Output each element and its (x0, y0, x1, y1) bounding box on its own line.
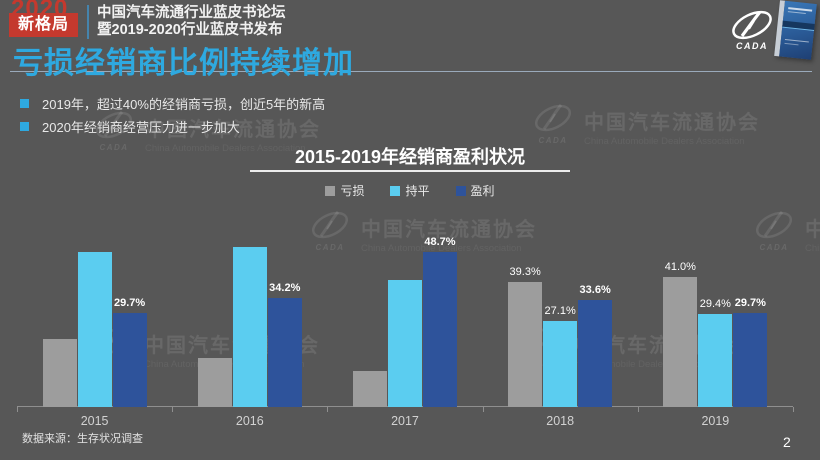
axis-tick (17, 407, 18, 412)
bluebook-cover-image (774, 0, 817, 60)
chart-title: 2015-2019年经销商盈利状况 (294, 147, 526, 167)
bar-value-label: 29.7% (734, 296, 766, 309)
bullet-square-icon (20, 98, 29, 108)
bar-column: 29.7% (112, 192, 147, 407)
x-axis-label-2015: 2015 (80, 414, 109, 428)
bar-value-label: 39.3% (509, 266, 541, 278)
axis-tick (482, 407, 484, 412)
legend-swatch-icon (455, 185, 466, 196)
forum-title: 中国汽车流通行业蓝皮书论坛 暨2019-2020行业蓝皮书发布 (97, 5, 286, 39)
bar-column: 29.7% (733, 192, 768, 407)
x-axis-label-2016: 2016 (235, 414, 264, 428)
forum-title-line1: 中国汽车流通行业蓝皮书论坛 (97, 5, 286, 21)
bar-column: 39.3% (508, 192, 543, 407)
x-axis-label-2018: 2018 (546, 414, 575, 428)
bar-group-2015: 29.7% 2015 (17, 192, 172, 428)
page-number: 2 (783, 434, 791, 450)
header-divider (87, 5, 89, 39)
bar-持平-2016 (232, 246, 267, 407)
legend-label: 盈利 (470, 184, 495, 198)
bar-亏损-2017 (352, 370, 387, 407)
bar-column (77, 192, 112, 407)
title-underline (10, 71, 812, 72)
bullet-text: 2019年，超过40%的经销商亏损，创近5年的新高 (42, 96, 326, 112)
legend-swatch-icon (390, 185, 401, 196)
bar-亏损-2018 (508, 282, 543, 407)
bar-group-2017: 48.7% 2017 (327, 192, 482, 428)
bullet-item-1: 2019年，超过40%的经销商亏损，创近5年的新高 (20, 95, 326, 112)
bar-column: 34.2% (267, 192, 302, 407)
bar-亏损-2015 (42, 338, 77, 407)
logo-badge: 新格局 (9, 13, 78, 37)
x-axis-label-2017: 2017 (391, 414, 419, 428)
axis-tick (637, 407, 639, 412)
chart-title-underline (250, 170, 570, 172)
x-axis-label-2019: 2019 (701, 414, 730, 428)
book-front (779, 0, 817, 60)
bar-亏损-2016 (197, 358, 232, 407)
bar-亏损-2019 (663, 276, 698, 407)
bar-column: 48.7% (422, 192, 457, 407)
bar-盈利-2015 (112, 312, 147, 407)
bar-持平-2018 (543, 320, 578, 407)
legend-item-持平: 持平 (390, 182, 430, 199)
bar-column: 29.4% (698, 192, 733, 407)
bar-group-2018: 39.3% 27.1% 33.6% 2018 (483, 192, 638, 428)
bar-value-label: 34.2% (269, 282, 301, 295)
page-title: 亏损经销商比例持续增加 (13, 47, 354, 80)
legend-label: 亏损 (340, 184, 365, 198)
bar-value-label: 29.4% (699, 297, 731, 310)
bar-持平-2019 (698, 313, 733, 407)
bar-value-label: 41.0% (664, 260, 696, 273)
bullet-square-icon (20, 121, 29, 131)
bar-盈利-2016 (267, 298, 302, 407)
data-source-note: 数据来源：生存状况调查 (22, 433, 143, 445)
bar-column (197, 192, 232, 407)
bullet-item-2: 2020年经销商经营压力进一步加大 (20, 118, 240, 135)
watermark-text: 中国汽车流通协会 (584, 112, 760, 134)
bar-column (352, 192, 387, 407)
bar-column: 27.1% (543, 192, 578, 407)
legend-label: 持平 (405, 184, 430, 198)
watermark-text: 中国汽车流通协会 (805, 219, 820, 241)
bar-盈利-2019 (733, 312, 768, 407)
bar-column: 33.6% (578, 192, 613, 407)
cada-caption: CADA (736, 41, 768, 51)
bar-column (42, 192, 77, 407)
bar-value-label: 48.7% (424, 236, 456, 249)
legend-item-亏损: 亏损 (325, 182, 364, 199)
bar-column: 41.0% (663, 192, 698, 407)
forum-title-line2: 暨2019-2020行业蓝皮书发布 (97, 22, 283, 38)
legend-swatch-icon (325, 185, 336, 196)
bar-持平-2015 (77, 251, 112, 407)
bar-盈利-2018 (578, 300, 613, 407)
bar-value-label: 33.6% (579, 284, 611, 297)
bar-盈利-2017 (422, 252, 457, 407)
legend-item-盈利: 盈利 (455, 182, 495, 199)
bar-column (387, 192, 422, 407)
bar-group-2016: 34.2% 2016 (172, 192, 327, 428)
axis-tick (793, 407, 794, 412)
chart-legend: 亏损 持平 盈利 (0, 182, 820, 199)
bar-column (232, 192, 267, 407)
bar-持平-2017 (387, 280, 422, 407)
watermark-subtext: China Automobile Dealers Association (805, 243, 820, 254)
bar-group-2019: 41.0% 29.4% 29.7% 2019 (638, 192, 793, 428)
chart-plot: 29.7% 2015 34.2% 2016 48.7% 2017 39.3% 27.1% 33.… (17, 192, 794, 428)
axis-tick (327, 407, 329, 412)
bar-value-label: 29.7% (113, 296, 146, 309)
bar-value-label: 27.1% (544, 304, 576, 317)
axis-tick (172, 407, 174, 412)
cada-logo-icon: CADA (727, 9, 777, 58)
bullet-text: 2020年经销商经营压力进一步加大 (42, 119, 240, 135)
